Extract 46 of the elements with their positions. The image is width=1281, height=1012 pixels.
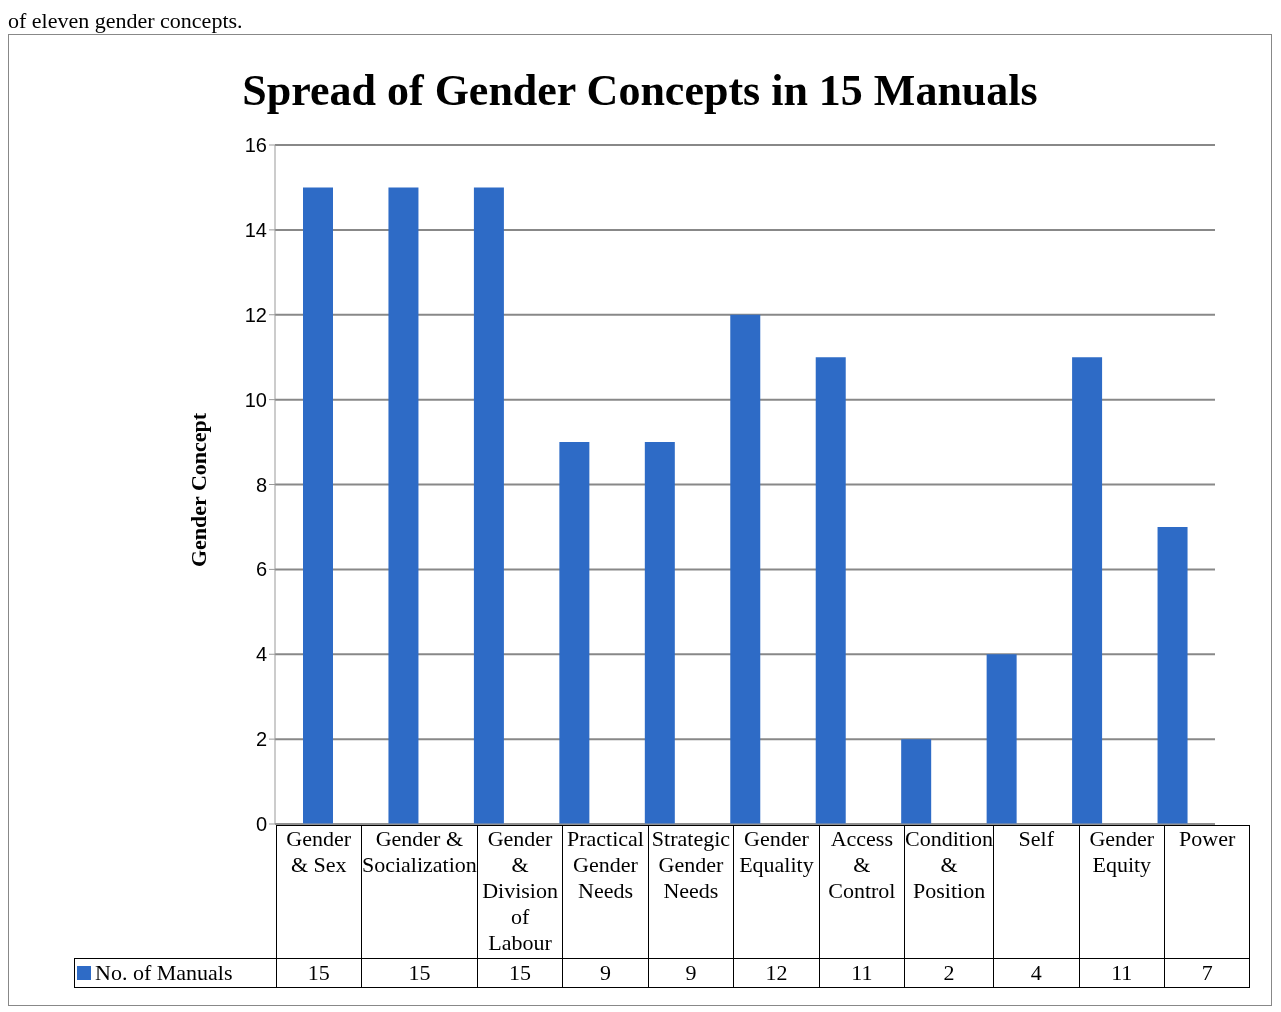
data-label: 15 (276, 958, 362, 988)
data-label: 4 (993, 958, 1080, 988)
y-tick-label: 8 (255, 473, 267, 496)
y-tick-label: 0 (255, 813, 267, 836)
bar (815, 357, 846, 824)
y-axis-title: Gender Concept (186, 412, 212, 568)
data-label: 15 (477, 958, 563, 988)
y-tick-label: 14 (244, 218, 267, 241)
data-label: 11 (819, 958, 905, 988)
bar (1072, 357, 1103, 824)
x-tick-label: Access & Control (819, 825, 905, 959)
y-tick-label: 10 (244, 388, 267, 411)
bar (986, 654, 1017, 824)
bar (388, 187, 419, 824)
x-tick-label: Gender & Division of Labour (477, 825, 563, 959)
chart-title: Spread of Gender Concepts in 15 Manuals (241, 65, 1039, 117)
x-tick-label: Gender Equality (733, 825, 820, 959)
x-tick-label: Gender Equity (1079, 825, 1165, 959)
bar (730, 314, 761, 824)
data-label: 7 (1164, 958, 1250, 988)
bar (303, 187, 333, 824)
bar (644, 442, 675, 824)
y-tick-label: 4 (255, 643, 267, 666)
bar (901, 739, 932, 824)
y-tick-label: 16 (244, 134, 267, 157)
x-tick-label: Power (1164, 825, 1250, 959)
data-label: 11 (1079, 958, 1165, 988)
data-label: 9 (648, 958, 734, 988)
data-label: 9 (562, 958, 649, 988)
x-tick-label: Practical Gender Needs (562, 825, 649, 959)
data-label: 15 (361, 958, 478, 988)
x-tick-label: Self (993, 825, 1080, 959)
bar (559, 442, 590, 824)
x-tick-label: Gender & Sex (276, 825, 362, 959)
text: of eleven gender concepts. (8, 8, 244, 34)
x-tick-label: Gender & Socialization (361, 825, 478, 959)
data-label: 2 (904, 958, 994, 988)
x-tick-label: Condition & Position (904, 825, 994, 959)
x-tick-label: Strategic Gender Needs (648, 825, 734, 959)
bar (1157, 526, 1188, 824)
legend-label: No. of Manuals (74, 958, 276, 988)
bar (473, 187, 504, 824)
y-tick-label: 12 (244, 303, 267, 326)
y-tick-label: 2 (255, 728, 267, 751)
y-tick-label: 6 (255, 558, 267, 581)
data-label: 12 (733, 958, 820, 988)
